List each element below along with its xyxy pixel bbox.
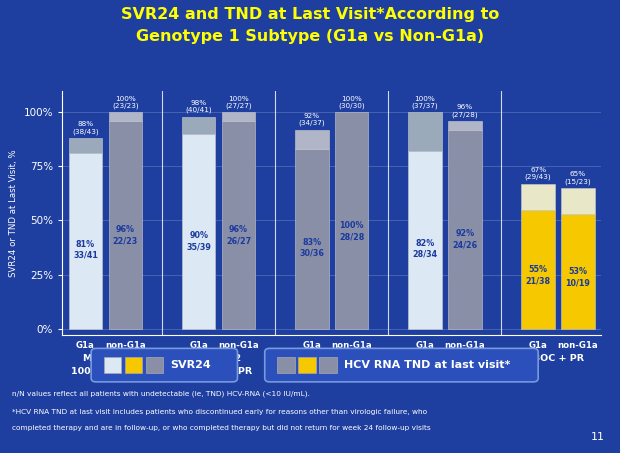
Text: 88%
(38/43): 88% (38/43) — [72, 121, 99, 135]
Bar — [561, 214, 595, 329]
Bar — [182, 134, 215, 329]
Text: G1a: G1a — [189, 341, 208, 350]
Bar — [408, 151, 441, 329]
Bar — [521, 183, 555, 210]
Text: SVR24 and TND at Last Visit*According to: SVR24 and TND at Last Visit*According to — [121, 7, 499, 22]
Text: 90%
35/39: 90% 35/39 — [186, 231, 211, 251]
Text: 83%
30/36: 83% 30/36 — [299, 238, 324, 258]
Bar — [222, 112, 255, 121]
Bar — [69, 138, 102, 154]
Text: 55%
21/38: 55% 21/38 — [526, 265, 551, 285]
Text: 92%
24/26: 92% 24/26 — [452, 229, 477, 249]
Text: 92%
(34/37): 92% (34/37) — [298, 113, 325, 126]
Text: 96%
26/27: 96% 26/27 — [226, 225, 251, 245]
Bar — [108, 112, 142, 121]
Text: HCV RNA TND at last visit*: HCV RNA TND at last visit* — [344, 360, 510, 370]
Bar — [335, 112, 368, 329]
Text: MK-5172: MK-5172 — [82, 354, 128, 362]
Text: 100%
(23/23): 100% (23/23) — [112, 96, 139, 109]
Text: G1a: G1a — [415, 341, 435, 350]
Text: 96%
(27/28): 96% (27/28) — [451, 104, 478, 118]
Text: non-G1a: non-G1a — [105, 341, 146, 350]
Bar — [561, 188, 595, 214]
Text: G1a: G1a — [303, 341, 321, 350]
Text: completed therapy and are in follow-up, or who completed therapy but did not ret: completed therapy and are in follow-up, … — [12, 425, 431, 431]
Text: 82%
28/34: 82% 28/34 — [412, 239, 438, 259]
Text: 65%
(15/23): 65% (15/23) — [565, 171, 591, 185]
Text: 800 mg + PR: 800 mg + PR — [410, 366, 479, 376]
Text: n/N values reflect all patients with undetectable (ie, TND) HCV-RNA (<10 IU/mL).: n/N values reflect all patients with und… — [12, 390, 311, 397]
Text: non-G1a: non-G1a — [331, 341, 372, 350]
Bar — [182, 116, 215, 134]
Text: G1a: G1a — [76, 341, 95, 350]
Bar — [521, 210, 555, 329]
Text: Genotype 1 Subtype (G1a vs Non-G1a): Genotype 1 Subtype (G1a vs Non-G1a) — [136, 29, 484, 44]
Text: 200 mg + PR: 200 mg + PR — [185, 366, 252, 376]
Text: 67%
(29/43): 67% (29/43) — [525, 167, 551, 180]
Text: non-G1a: non-G1a — [557, 341, 598, 350]
Bar — [222, 121, 255, 329]
Text: SVR24: SVR24 — [170, 360, 211, 370]
Bar — [448, 121, 482, 130]
Text: BOC + PR: BOC + PR — [533, 354, 583, 362]
Text: 100%
28/28: 100% 28/28 — [339, 221, 365, 241]
Text: non-G1a: non-G1a — [445, 341, 485, 350]
Text: 100 mg + PR: 100 mg + PR — [71, 366, 140, 376]
Bar — [295, 149, 329, 329]
Bar — [295, 130, 329, 149]
Text: MK-5172: MK-5172 — [309, 354, 355, 362]
Bar — [408, 112, 441, 151]
Text: 400 mg + PR: 400 mg + PR — [298, 366, 366, 376]
Text: 100%
(30/30): 100% (30/30) — [339, 96, 365, 109]
Text: 53%
10/19: 53% 10/19 — [565, 267, 590, 287]
Text: 81%
33/41: 81% 33/41 — [73, 240, 98, 260]
Text: 100%
(37/37): 100% (37/37) — [412, 96, 438, 109]
Text: MK-5172: MK-5172 — [195, 354, 242, 362]
Text: MK-5172: MK-5172 — [422, 354, 468, 362]
Text: 11: 11 — [590, 432, 604, 442]
Text: *HCV RNA TND at last visit includes patients who discontinued early for reasons : *HCV RNA TND at last visit includes pati… — [12, 409, 428, 414]
Bar — [108, 121, 142, 329]
Text: 100%
(27/27): 100% (27/27) — [225, 96, 252, 109]
Y-axis label: SVR24 or TND at Last Visit, %: SVR24 or TND at Last Visit, % — [9, 149, 18, 277]
Text: 96%
22/23: 96% 22/23 — [113, 225, 138, 245]
Bar — [69, 154, 102, 329]
Text: G1a: G1a — [529, 341, 547, 350]
Text: non-G1a: non-G1a — [218, 341, 259, 350]
Text: 98%
(40/41): 98% (40/41) — [185, 100, 212, 113]
Bar — [448, 130, 482, 329]
